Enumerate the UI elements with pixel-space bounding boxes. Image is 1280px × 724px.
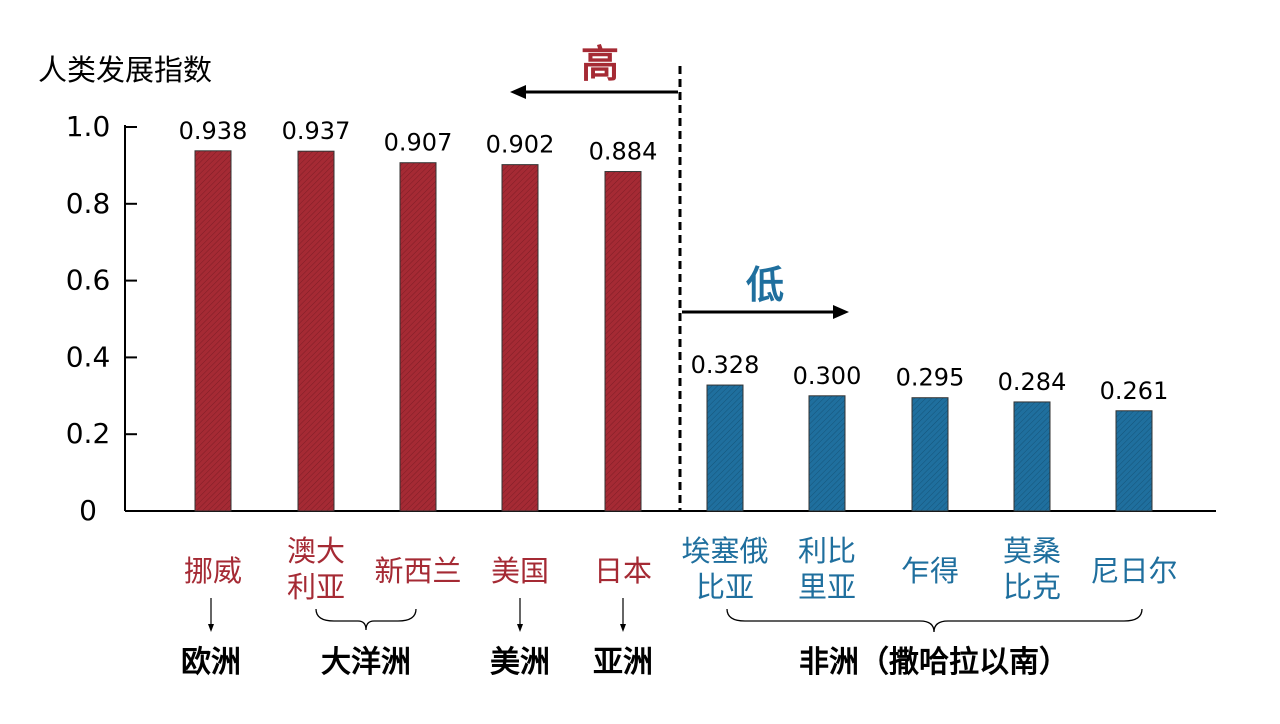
bar	[808, 395, 846, 512]
low-arrow-icon	[833, 305, 849, 319]
bar	[399, 162, 437, 512]
region-oceania: 大洋洲	[321, 645, 411, 680]
data-label: 0.261	[1100, 377, 1169, 405]
asia-arrow-icon	[620, 624, 626, 632]
america-arrow-icon	[517, 624, 523, 632]
category-label: 挪威	[184, 554, 242, 588]
bar	[501, 164, 539, 512]
y-tick-label: 1.0	[66, 110, 111, 143]
bar	[706, 384, 744, 512]
low-label: 低	[746, 263, 784, 307]
data-label: 0.907	[384, 129, 453, 157]
europe-arrow-icon	[208, 624, 214, 632]
category-label: 乍得	[901, 554, 959, 588]
high-arrow-icon	[510, 85, 526, 99]
bar	[604, 171, 642, 512]
category-label: 莫桑比克	[1003, 534, 1061, 604]
value-labels: 0.938 0.937 0.907 0.902 0.884 0.328 0.300 0.295…	[179, 117, 1169, 405]
y-tick-label: 0.8	[66, 187, 111, 220]
bars	[194, 150, 1153, 512]
data-label: 0.295	[896, 364, 965, 392]
bar	[194, 150, 232, 512]
bar	[1013, 401, 1051, 512]
y-tick-label: 0	[79, 494, 97, 527]
africa-brace-icon	[726, 608, 1143, 633]
region-asia: 亚洲	[593, 645, 653, 680]
category-label: 埃塞俄比亚	[681, 534, 768, 604]
y-tick-label: 0.6	[66, 264, 111, 297]
category-label: 澳大利亚	[287, 534, 345, 604]
y-ticks: 0 0.2 0.4 0.6 0.8 1.0	[66, 110, 137, 527]
high-label: 高	[581, 42, 619, 86]
data-label: 0.284	[998, 368, 1067, 396]
oceania-brace-icon	[315, 608, 417, 631]
category-label: 日本	[594, 554, 652, 588]
category-label: 利比里亚	[798, 534, 856, 604]
data-label: 0.300	[793, 362, 862, 390]
y-tick-label: 0.2	[66, 417, 111, 450]
data-label: 0.937	[282, 117, 351, 145]
category-label: 美国	[491, 554, 549, 588]
y-tick-label: 0.4	[66, 340, 111, 373]
region-america: 美洲	[490, 645, 550, 680]
category-label: 新西兰	[374, 554, 461, 588]
bar	[911, 397, 949, 512]
category-label: 尼日尔	[1090, 554, 1177, 588]
data-label: 0.938	[179, 117, 248, 145]
y-axis-label: 人类发展指数	[38, 53, 212, 87]
bar	[297, 150, 335, 512]
region-europe: 欧洲	[181, 645, 241, 680]
bar	[1115, 410, 1153, 512]
data-label: 0.884	[589, 138, 658, 166]
region-africa: 非洲（撒哈拉以南）	[799, 645, 1069, 680]
data-label: 0.328	[691, 351, 760, 379]
data-label: 0.902	[486, 131, 555, 159]
